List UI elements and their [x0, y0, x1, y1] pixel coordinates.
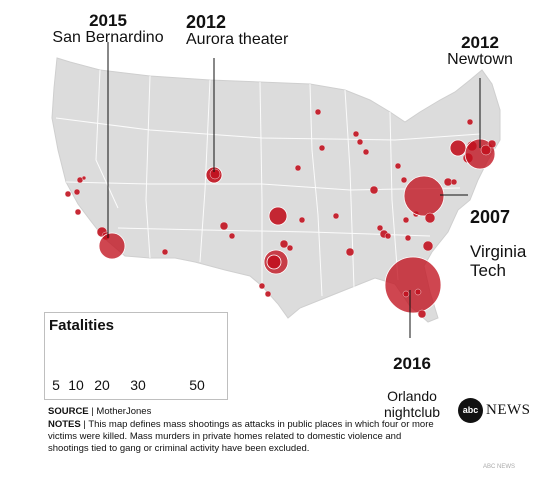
legend-label: 20 — [94, 377, 110, 393]
annotation-year: 2012 — [186, 12, 227, 32]
annotation-place: Newtown — [447, 50, 513, 68]
shooting-marker — [394, 162, 402, 170]
shooting-marker — [345, 247, 355, 257]
legend-label: 5 — [52, 377, 60, 393]
shooting-marker — [402, 216, 410, 224]
shooting-marker — [268, 206, 288, 226]
credit-text: ABC NEWS — [483, 464, 516, 470]
shooting-marker — [219, 221, 229, 231]
shooting-marker — [356, 138, 364, 146]
shooting-marker — [266, 254, 282, 270]
annotation-place: Orlando nightclub — [383, 388, 441, 420]
annotation-place: Virginia Tech — [470, 242, 527, 281]
shooting-marker — [318, 144, 326, 152]
annotation-newtown: 2012 Newtown — [440, 34, 520, 69]
news-logo-text: NEWS — [486, 401, 531, 418]
annotation-year: 2016 — [393, 353, 431, 373]
shooting-marker — [369, 185, 379, 195]
source-line: SOURCE | MotherJones — [48, 406, 151, 417]
shooting-marker — [258, 282, 266, 290]
shooting-marker — [76, 176, 84, 184]
annotation-place: Aurora theater — [186, 30, 289, 48]
shooting-marker — [161, 248, 169, 256]
notes-block: NOTES | This map defines mass shootings … — [48, 419, 438, 455]
shooting-marker — [384, 232, 392, 240]
shooting-marker — [400, 176, 408, 184]
shooting-marker — [314, 108, 322, 116]
shooting-marker — [450, 178, 458, 186]
legend-label: 30 — [130, 377, 146, 393]
shooting-marker — [98, 232, 126, 260]
shooting-marker — [480, 144, 492, 156]
shooting-marker — [449, 139, 467, 157]
source-label: SOURCE — [48, 406, 89, 417]
annotation-year: 2007 — [470, 206, 511, 227]
shooting-marker — [279, 239, 289, 249]
shooting-marker — [209, 168, 221, 180]
legend-label: 50 — [189, 377, 205, 393]
legend-label: 10 — [68, 377, 84, 393]
annotation-orlando: 2016 Orlando nightclub — [372, 338, 452, 437]
separator: | — [83, 419, 86, 430]
shooting-marker — [294, 164, 302, 172]
leader-lines — [107, 42, 481, 338]
annotation-san-bernardino: 2015 San Bernardino — [48, 12, 168, 47]
annotation-year: 2015 — [89, 11, 127, 30]
shooting-marker — [402, 290, 410, 298]
shooting-marker — [286, 244, 294, 252]
notes-text: This map defines mass shootings as attac… — [48, 419, 434, 454]
shooting-marker — [332, 212, 340, 220]
shooting-marker — [264, 290, 272, 298]
shooting-marker — [417, 309, 427, 319]
shooting-marker — [64, 190, 72, 198]
shooting-marker — [228, 232, 236, 240]
annotation-place: San Bernardino — [52, 28, 164, 46]
annotation-year: 2012 — [461, 33, 499, 52]
shooting-marker — [376, 224, 384, 232]
legend-title: Fatalities — [49, 317, 115, 334]
shooting-marker — [81, 175, 87, 181]
annotation-virginia-tech: 2007 Virginia Tech — [470, 191, 526, 298]
shooting-marker — [404, 234, 412, 242]
shooting-marker — [74, 208, 82, 216]
abc-news-logo: abc NEWS — [458, 397, 531, 423]
source-text: MotherJones — [96, 406, 152, 417]
shooting-marker — [298, 216, 306, 224]
shooting-marker — [443, 177, 453, 187]
abc-logo-mark: abc — [458, 397, 483, 423]
shooting-marker — [487, 139, 497, 149]
shooting-markers — [64, 108, 497, 319]
shooting-marker — [384, 256, 442, 314]
state-borders — [55, 69, 481, 297]
separator: | — [91, 406, 94, 417]
shooting-marker — [73, 188, 81, 196]
annotation-aurora: 2012 Aurora theater — [186, 13, 288, 49]
shooting-marker — [466, 118, 474, 126]
shooting-marker — [414, 288, 422, 296]
shooting-marker — [424, 212, 436, 224]
shooting-marker — [403, 175, 445, 217]
fatalities-legend: Fatalities 5 10 20 30 50 — [44, 312, 228, 400]
notes-label: NOTES — [48, 419, 81, 430]
shooting-marker — [352, 130, 360, 138]
shooting-marker — [362, 148, 370, 156]
shooting-marker — [422, 240, 434, 252]
